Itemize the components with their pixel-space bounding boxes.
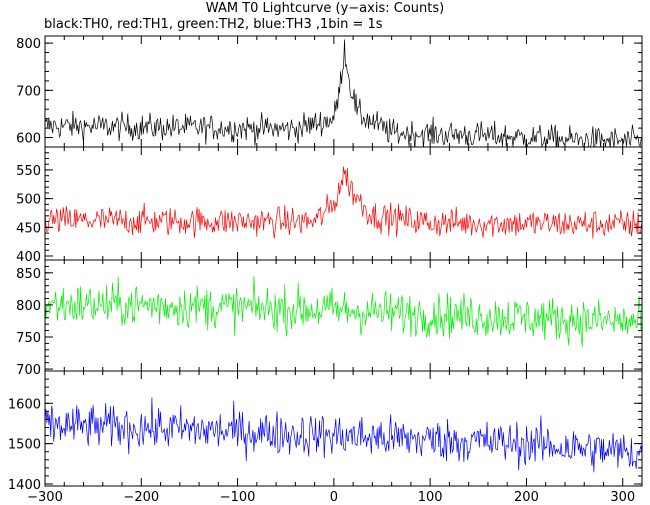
y-tick-label: 550 (16, 164, 41, 179)
x-tick-label: −100 (220, 490, 256, 505)
y-tick-label: 800 (16, 37, 41, 52)
y-tick-label: 700 (16, 363, 41, 378)
y-tick-label: 750 (16, 331, 41, 346)
y-tick-label: 600 (16, 132, 41, 147)
y-tick-label: 500 (16, 193, 41, 208)
panel-frame-th1 (44, 146, 643, 261)
y-tick-label: 800 (16, 299, 41, 314)
series-line-th1 (45, 166, 642, 239)
chart-title: WAM T0 Lightcurve (y−axis: Counts) (205, 1, 445, 16)
y-tick-label: 450 (16, 221, 41, 236)
x-tick-label: −200 (123, 490, 159, 505)
y-tick-label: 850 (16, 267, 41, 282)
y-tick-label: 1500 (8, 438, 41, 453)
x-tick-label: 200 (514, 490, 539, 505)
x-tick-label: 300 (610, 490, 635, 505)
series-line-th0 (45, 39, 642, 147)
x-tick-label: −300 (27, 490, 63, 505)
panel-frame-th3 (44, 370, 643, 487)
series-line-th3 (45, 397, 642, 473)
chart-subtitle: black:TH0, red:TH1, green:TH2, blue:TH3 … (44, 17, 383, 32)
series-line-th2 (45, 276, 642, 348)
x-tick-label: 0 (330, 490, 338, 505)
y-tick-label: 1600 (8, 397, 41, 412)
y-tick-label: 700 (16, 84, 41, 99)
x-tick-label: 100 (418, 490, 443, 505)
y-tick-label: 400 (16, 250, 41, 265)
y-tick-label: 1400 (8, 478, 41, 493)
